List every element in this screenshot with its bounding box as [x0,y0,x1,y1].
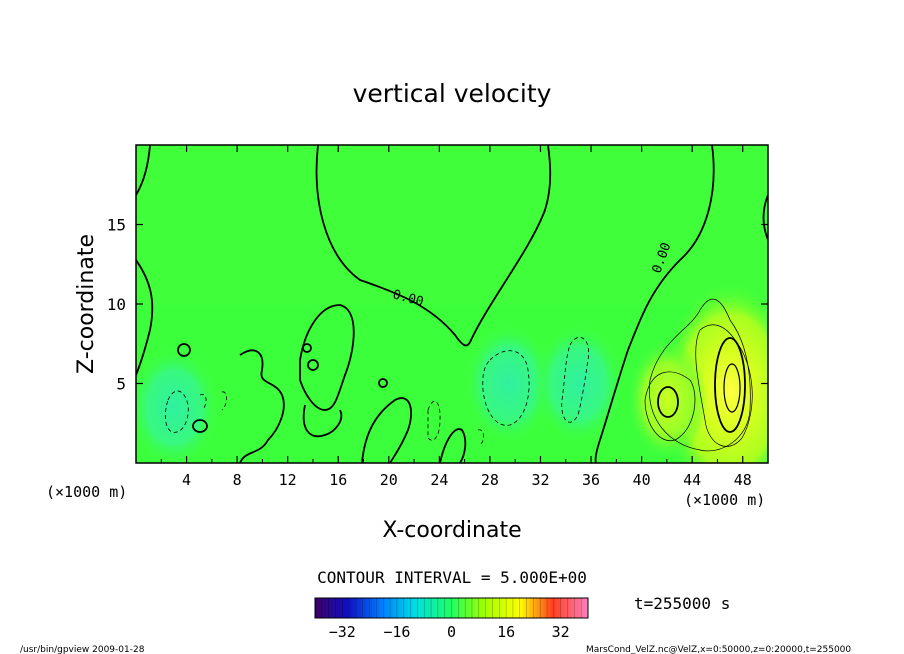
zero-contour-small-4 [307,359,319,371]
thin-contours [644,298,753,452]
zero-contour-left [136,145,151,196]
downdraft-contour-5 [199,393,207,409]
zero-contour-blob-2 [299,304,355,411]
field-downdraft-3 [533,323,624,444]
downdraft-contour-4 [427,400,441,441]
contour-interval-text: CONTOUR INTERVAL = 5.000E+00 [317,568,587,587]
downdraft-contour-2 [561,336,590,423]
y-tick-label-15: 15 [107,216,126,235]
colorbar-tick-label--32: −32 [329,623,356,641]
zero-contour-blob-4 [361,397,412,463]
zero-contour-top [315,145,552,347]
x-unit-left: (×1000 m) [46,483,127,501]
zero-contour-blob-5 [439,428,467,463]
x-unit-right: (×1000 m) [684,491,765,509]
x-tick-label-44: 44 [683,471,701,489]
colorbar-ticks: −32 −16 0 16 32 [321,598,582,641]
colorbar-tick-label-0: 0 [447,623,456,641]
x-tick-label-20: 20 [380,471,398,489]
x-tick-label-40: 40 [633,471,651,489]
updraft-contour-10-left [657,386,679,418]
colorbar-tick-label--16: −16 [383,623,410,641]
updraft-contour-thin-inner [644,371,696,442]
time-text: t=255000 s [634,594,730,613]
x-tick-label-32: 32 [531,471,549,489]
x-tick-label-28: 28 [481,471,499,489]
x-tick-label-4: 4 [182,471,191,489]
zero-contour-small-5 [302,343,312,353]
x-tick-label-12: 12 [279,471,297,489]
chart-title: vertical velocity [353,79,552,108]
zero-contour-small-2 [192,419,208,433]
x-tick-label-16: 16 [329,471,347,489]
downdraft-contour-1 [482,350,530,426]
upper-field-tint [136,145,768,305]
zero-contour-right [594,145,715,463]
zero-contour-small-1 [177,343,191,357]
y-axis-label: Z-coordinate [74,234,99,374]
updraft-contour-thin [649,298,751,452]
footer-left: /usr/bin/gpview 2009-01-28 [20,645,145,654]
updraft-contour-5 [714,337,746,433]
x-axis-label: X-coordinate [382,518,521,543]
updraft-contour-10-right [723,363,741,413]
zero-contour-left-low [136,259,154,376]
downdraft-contour-3 [164,390,189,433]
dashed-contours [164,336,590,446]
zero-contour-far-right [762,194,768,241]
zero-contour-blob-3 [302,404,343,438]
footer-right: MarsCond_VelZ.nc@VelZ,x=0:50000,z=0:2000… [586,645,851,654]
y-tick-label-5: 5 [116,375,126,394]
contour-lines [136,145,768,463]
updraft-contour-thin-2 [695,324,753,447]
zero-contour-small-3 [378,378,388,388]
x-tick-label-48: 48 [734,471,752,489]
colorbar-tick-label-32: 32 [552,623,570,641]
x-tick-label-8: 8 [233,471,242,489]
field-downdraft-2 [463,323,554,444]
x-tick-label-24: 24 [430,471,448,489]
colorbar-tick-label-16: 16 [497,623,515,641]
plot-area: 0.00 0.00 [136,145,768,463]
x-tick-label-36: 36 [582,471,600,489]
downdraft-contour-6 [221,391,227,411]
zero-contour-blob-1 [239,349,285,463]
y-tick-label-10: 10 [107,295,126,314]
downdraft-contour-7 [477,429,484,446]
field-downdraft-4 [136,347,219,463]
